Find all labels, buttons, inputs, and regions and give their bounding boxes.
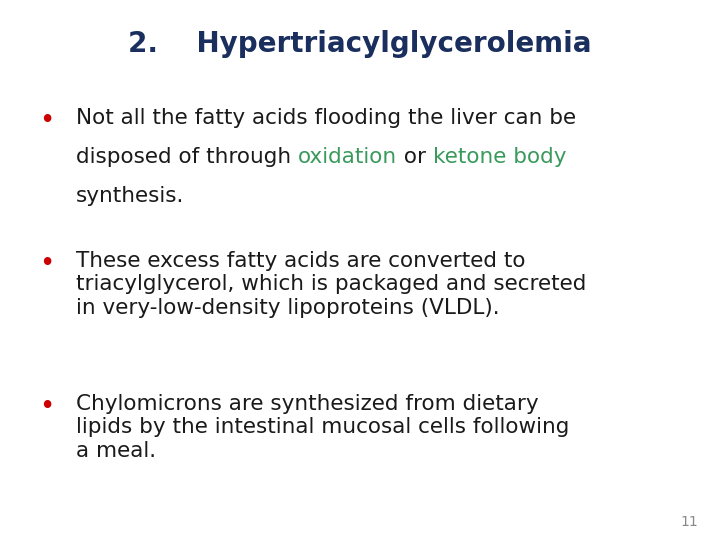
Text: 2.    Hypertriacylglycerolemia: 2. Hypertriacylglycerolemia bbox=[128, 30, 592, 58]
Text: Not all the fatty acids flooding the liver can be: Not all the fatty acids flooding the liv… bbox=[76, 108, 576, 128]
Text: disposed of through: disposed of through bbox=[76, 147, 297, 167]
Text: •: • bbox=[40, 251, 55, 277]
Text: These excess fatty acids are converted to
triacylglycerol, which is packaged and: These excess fatty acids are converted t… bbox=[76, 251, 586, 318]
Text: Chylomicrons are synthesized from dietary
lipids by the intestinal mucosal cells: Chylomicrons are synthesized from dietar… bbox=[76, 394, 569, 461]
Text: or: or bbox=[397, 147, 433, 167]
Text: synthesis.: synthesis. bbox=[76, 186, 184, 206]
Text: ketone body: ketone body bbox=[433, 147, 566, 167]
Text: oxidation: oxidation bbox=[297, 147, 397, 167]
Text: •: • bbox=[40, 394, 55, 420]
Text: 11: 11 bbox=[680, 515, 698, 529]
Text: •: • bbox=[40, 108, 55, 134]
